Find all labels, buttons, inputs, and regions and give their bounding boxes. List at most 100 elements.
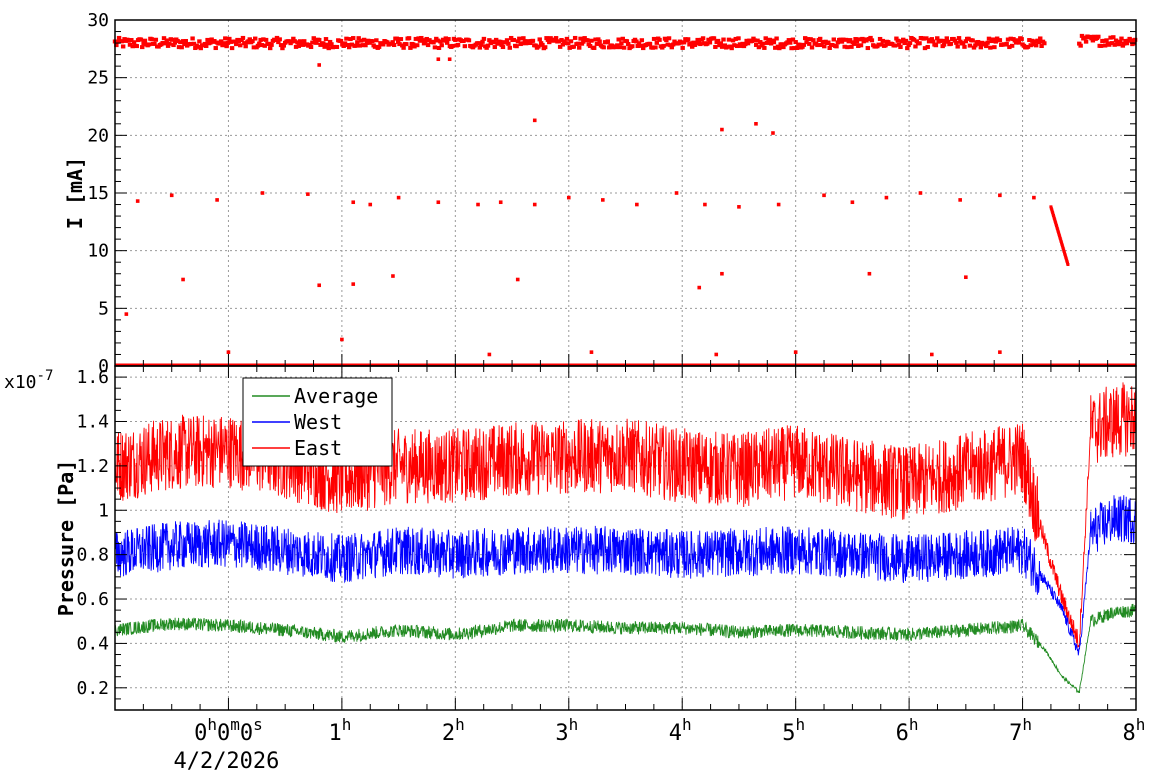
current-point	[251, 45, 257, 50]
current-point	[195, 44, 201, 49]
current-point	[636, 41, 642, 46]
current-point	[639, 38, 645, 43]
current-point	[670, 42, 676, 47]
current-point	[221, 41, 227, 46]
current-point	[276, 40, 281, 45]
current-point	[771, 131, 775, 135]
x-tick-value: 5	[782, 721, 795, 746]
current-point	[218, 39, 224, 44]
y-tick-label: 30	[87, 10, 109, 31]
current-point	[657, 37, 662, 42]
current-point	[289, 39, 295, 44]
current-point	[292, 39, 297, 44]
current-point	[487, 38, 492, 43]
current-point	[169, 193, 174, 198]
current-point	[233, 42, 239, 47]
current-point	[830, 43, 835, 48]
current-point	[898, 45, 903, 50]
current-point	[476, 202, 480, 207]
current-point	[638, 43, 643, 48]
current-point	[971, 45, 977, 50]
current-point	[528, 41, 533, 46]
current-point	[557, 44, 563, 49]
current-point	[647, 41, 653, 46]
current-point	[744, 38, 749, 43]
current-point	[129, 38, 134, 43]
current-point	[736, 36, 741, 41]
x-tick-value: 7	[1009, 721, 1022, 746]
current-point	[711, 36, 717, 41]
current-point	[238, 43, 243, 48]
current-point	[124, 312, 129, 316]
current-point	[396, 195, 401, 200]
current-point	[368, 202, 373, 207]
current-point	[964, 275, 968, 279]
current-point	[913, 44, 918, 49]
current-point	[363, 43, 368, 48]
pressure-multiplier-label: x10-7	[4, 368, 53, 393]
current-point	[572, 35, 578, 40]
current-point	[635, 202, 639, 207]
current-point	[215, 198, 219, 202]
current-point	[176, 45, 182, 50]
current-point	[853, 37, 858, 42]
pressure-y-axis-title: Pressure [Pa]	[54, 460, 78, 617]
current-point	[737, 205, 741, 209]
current-point	[884, 195, 889, 200]
current-point	[763, 36, 768, 41]
current-point	[713, 44, 718, 49]
current-point	[181, 277, 185, 282]
current-point	[1122, 41, 1127, 46]
y-tick-label: 15	[87, 183, 109, 204]
current-point	[752, 38, 758, 43]
current-point	[1096, 34, 1101, 39]
current-point	[1032, 195, 1036, 200]
current-point	[167, 41, 172, 46]
current-point	[281, 43, 287, 48]
current-point	[1078, 43, 1083, 48]
current-point	[198, 46, 203, 51]
x-tick-value: 1	[328, 721, 341, 746]
current-point	[1092, 34, 1097, 39]
current-point	[680, 45, 685, 50]
current-point	[883, 43, 888, 48]
current-point	[902, 41, 907, 46]
current-point	[954, 40, 959, 45]
current-point	[533, 43, 538, 48]
current-point	[820, 40, 826, 45]
current-point	[517, 36, 522, 41]
current-point	[1028, 43, 1033, 48]
pressure-series-west	[114, 495, 1137, 656]
current-point	[262, 43, 267, 48]
current-point	[553, 36, 559, 41]
current-point	[834, 44, 839, 49]
current-point	[745, 41, 751, 46]
y-tick-label: 1	[98, 500, 109, 521]
current-point	[650, 45, 655, 50]
current-point	[247, 37, 252, 42]
current-point	[515, 39, 521, 44]
current-point	[334, 44, 340, 49]
x-tick-unit: h	[909, 715, 919, 734]
current-point	[986, 36, 992, 41]
current-point	[566, 41, 571, 46]
current-point	[877, 36, 883, 41]
current-point	[364, 40, 370, 45]
current-point	[797, 42, 802, 47]
current-point	[977, 41, 982, 46]
x-tick-value: 3	[555, 721, 568, 746]
current-point	[506, 41, 511, 46]
current-point	[295, 40, 300, 45]
current-point	[679, 40, 684, 45]
current-point	[905, 46, 910, 51]
current-point	[1102, 43, 1108, 48]
current-point	[922, 46, 928, 51]
current-point	[135, 199, 140, 203]
x-tick-label: 1h	[328, 715, 351, 746]
current-point	[351, 200, 356, 205]
current-point	[698, 42, 703, 47]
current-point	[901, 37, 906, 42]
current-point	[1111, 35, 1116, 40]
